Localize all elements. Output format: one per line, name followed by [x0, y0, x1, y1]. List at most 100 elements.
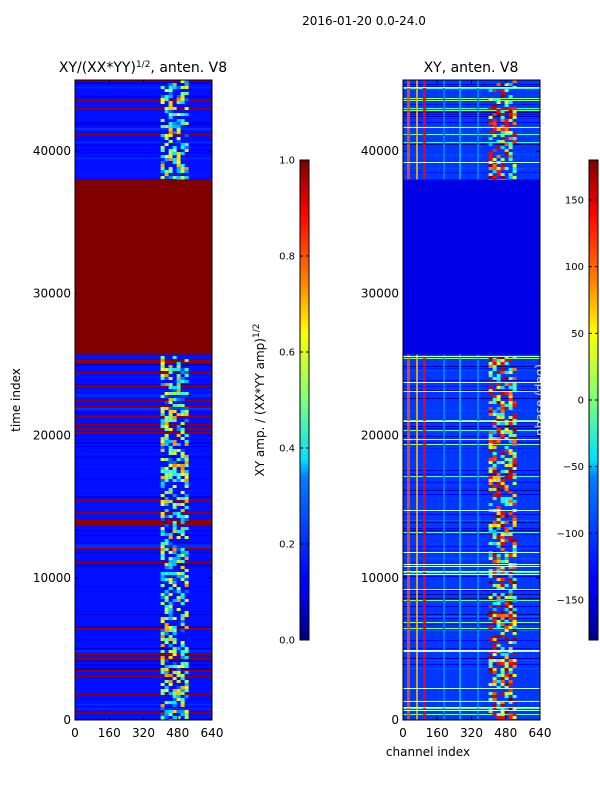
x-tick-label: 640	[201, 726, 224, 740]
heatmap-cell	[512, 401, 517, 404]
heatmap-row	[403, 550, 540, 551]
heatmap-cell	[504, 488, 509, 491]
heatmap-cell	[172, 572, 177, 575]
heatmap-cell	[504, 521, 509, 524]
heatmap-cell	[180, 602, 185, 605]
heatmap-cell	[172, 641, 177, 644]
heatmap-row	[403, 520, 540, 521]
heatmap-cell	[504, 131, 509, 134]
heatmap-cell	[184, 464, 189, 467]
heatmap-cell	[488, 527, 493, 530]
heatmap-row	[75, 360, 212, 362]
heatmap-cell	[488, 488, 493, 491]
heatmap-cell	[512, 164, 517, 167]
heatmap-cell	[160, 575, 165, 578]
heatmap-cell	[176, 716, 181, 719]
heatmap-cell	[512, 641, 517, 644]
heatmap-cell	[508, 533, 513, 536]
heatmap-cell	[168, 368, 173, 371]
heatmap-cell	[168, 407, 173, 410]
colorbar-amplitude: 0.0 0.2 0.4 0.6 0.8 1.0 XY amp. / (XX*YY amp)…	[252, 156, 310, 647]
heatmap-cell	[180, 575, 185, 578]
heatmap-row	[75, 86, 212, 88]
heatmap-flag-line	[403, 701, 540, 702]
heatmap-row	[403, 126, 540, 127]
heatmap-row	[403, 430, 540, 431]
heatmap-cell	[160, 479, 165, 482]
heatmap-cell	[496, 386, 501, 389]
x-tick-label: 160	[98, 726, 121, 740]
heatmap-cell	[496, 479, 501, 482]
heatmap-cell	[488, 449, 493, 452]
panel-title-left-sup: 1/2	[136, 60, 150, 70]
heatmap-row	[403, 600, 540, 601]
heatmap-cell	[160, 602, 165, 605]
heatmap-cell	[180, 101, 185, 104]
heatmap-cell	[180, 377, 185, 380]
heatmap-cell	[492, 614, 497, 617]
heatmap-cell	[488, 152, 493, 155]
heatmap-cell	[496, 473, 501, 476]
heatmap-cell	[168, 83, 173, 86]
heatmap-cell	[164, 671, 169, 674]
heatmap-row	[403, 390, 540, 391]
heatmap-cell	[172, 698, 177, 701]
heatmap-cell	[160, 572, 165, 575]
heatmap-cell	[492, 437, 497, 440]
heatmap-cell	[496, 395, 501, 398]
heatmap-cell	[168, 371, 173, 374]
heatmap-cell	[512, 713, 517, 716]
heatmap-cell	[496, 527, 501, 530]
heatmap-cell	[184, 494, 189, 497]
heatmap-cell	[512, 464, 517, 467]
heatmap-cell	[492, 122, 497, 125]
heatmap-row	[75, 552, 212, 553]
heatmap-cell	[504, 470, 509, 473]
heatmap-cell	[492, 104, 497, 107]
heatmap-cell	[176, 689, 181, 692]
heatmap-stripe	[407, 354, 410, 720]
heatmap-cell	[492, 359, 497, 362]
heatmap-cell	[168, 488, 173, 491]
heatmap-cell	[164, 524, 169, 527]
heatmap-cell	[508, 458, 513, 461]
heatmap-cell	[168, 386, 173, 389]
heatmap-cell	[172, 467, 177, 470]
heatmap-left	[75, 80, 212, 720]
heatmap-cell	[508, 131, 513, 134]
heatmap-cell	[496, 536, 501, 539]
heatmap-cell	[488, 167, 493, 170]
heatmap-cell	[488, 434, 493, 437]
heatmap-cell	[504, 407, 509, 410]
heatmap-cell	[492, 644, 497, 647]
heatmap-cell	[488, 524, 493, 527]
heatmap-cell	[176, 158, 181, 161]
heatmap-row	[403, 114, 540, 115]
heatmap-row	[75, 544, 212, 546]
heatmap-row	[403, 562, 540, 563]
heatmap-cell	[508, 419, 513, 422]
heatmap-cell	[512, 554, 517, 557]
heatmap-cell	[184, 569, 189, 572]
heatmap-cell	[164, 713, 169, 716]
heatmap-cell	[508, 590, 513, 593]
heatmap-cell	[500, 677, 505, 680]
heatmap-cell	[180, 491, 185, 494]
heatmap-cell	[504, 614, 509, 617]
heatmap-cell	[508, 608, 513, 611]
heatmap-cell	[176, 692, 181, 695]
heatmap-cell	[172, 461, 177, 464]
heatmap-row	[75, 128, 212, 130]
heatmap-cell	[180, 86, 185, 89]
heatmap-cell	[180, 431, 185, 434]
heatmap-cell	[164, 143, 169, 146]
heatmap-cell	[184, 359, 189, 362]
heatmap-cell	[160, 551, 165, 554]
heatmap-cell	[184, 536, 189, 539]
heatmap-cell	[512, 437, 517, 440]
heatmap-cell	[168, 557, 173, 560]
heatmap-cell	[492, 533, 497, 536]
heatmap-stripe	[423, 354, 426, 720]
heatmap-cell	[512, 476, 517, 479]
heatmap-row	[403, 444, 540, 445]
